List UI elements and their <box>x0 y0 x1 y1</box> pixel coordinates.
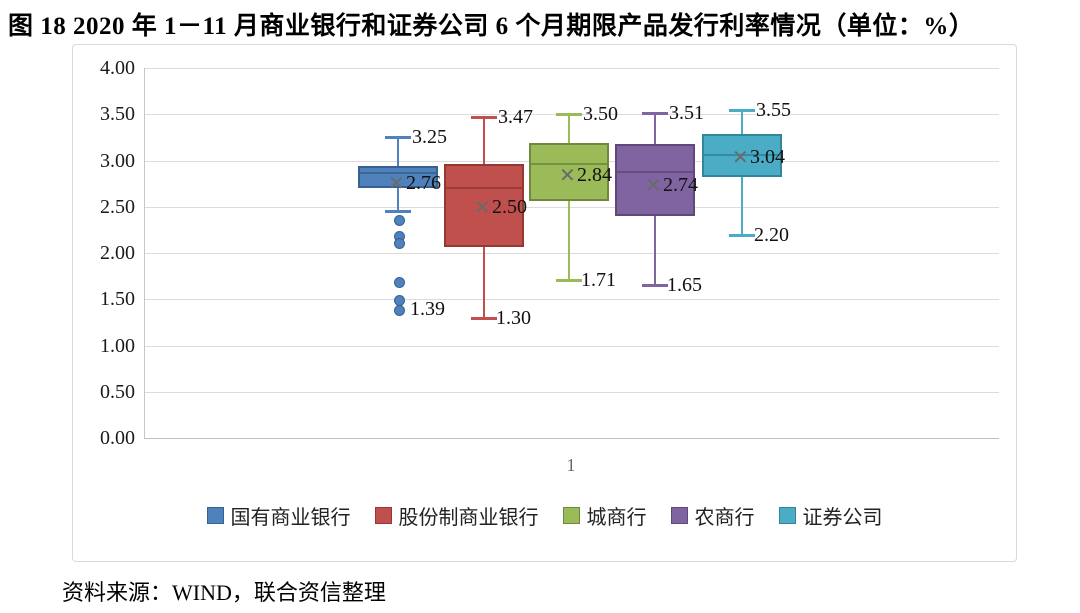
upper-whisker-line <box>568 114 570 143</box>
mean-value-label: 2.76 <box>406 171 441 194</box>
y-tick-label: 1.50 <box>100 288 135 311</box>
upper-whisker-line <box>741 109 743 134</box>
max-value-label: 3.50 <box>583 103 618 126</box>
lower-whisker-line <box>741 177 743 235</box>
max-value-label: 3.51 <box>669 102 704 125</box>
upper-whisker-line <box>397 137 399 167</box>
median-line <box>529 163 609 166</box>
median-line <box>702 153 782 156</box>
outlier-dot <box>393 238 405 250</box>
upper-whisker-cap <box>556 113 582 117</box>
legend-swatch <box>778 507 796 524</box>
y-tick-label: 0.50 <box>100 380 135 403</box>
min-value-label: 1.39 <box>410 298 445 321</box>
y-tick-label: 3.50 <box>100 103 135 126</box>
plot-area: ✕ 3.25 2.76 1.39 ✕ 3.47 2.50 1.30 ✕ 3.50 2.84 1.71 ✕… <box>144 68 999 439</box>
y-tick-label: 2.50 <box>100 195 135 218</box>
outlier-dot <box>393 215 405 227</box>
mean-value-label: 3.04 <box>750 145 785 168</box>
legend-item-5: 证券公司 <box>778 501 883 530</box>
lower-whisker-cap <box>471 316 497 320</box>
y-tick-label: 0.00 <box>100 427 135 449</box>
median-line <box>358 172 438 175</box>
mean-value-label: 2.74 <box>663 173 698 196</box>
min-value-label: 1.30 <box>496 306 531 329</box>
y-tick-label: 4.00 <box>100 57 135 79</box>
gridline <box>144 68 999 69</box>
upper-whisker-cap <box>471 116 497 120</box>
lower-whisker-cap <box>729 233 755 237</box>
min-value-label: 2.20 <box>754 223 789 246</box>
max-value-label: 3.55 <box>756 98 791 121</box>
mean-value-label: 2.50 <box>492 195 527 218</box>
upper-whisker-line <box>654 113 656 144</box>
gridline <box>144 345 999 347</box>
gridline <box>144 391 999 393</box>
y-tick-label: 3.00 <box>100 149 135 172</box>
legend-swatch <box>374 507 392 524</box>
legend-label: 股份制商业银行 <box>398 507 539 529</box>
legend-label: 证券公司 <box>802 507 883 529</box>
legend-item-1: 国有商业银行 <box>206 501 351 530</box>
gridline <box>144 206 999 208</box>
min-value-label: 1.71 <box>581 268 616 291</box>
box-3 <box>529 142 609 202</box>
mean-marker: ✕ <box>732 144 749 169</box>
y-axis-line <box>144 68 145 438</box>
box-1 <box>358 166 438 189</box>
mean-marker: ✕ <box>388 170 405 195</box>
legend: 国有商业银行 股份制商业银行 城商行 农商行 证券公司 <box>73 501 1016 530</box>
mean-marker: ✕ <box>474 194 491 219</box>
outlier-dot <box>393 304 405 316</box>
outlier-dot <box>393 277 405 289</box>
y-tick-label: 2.00 <box>100 242 135 264</box>
legend-swatch <box>206 507 224 524</box>
gridline <box>144 299 999 301</box>
lower-whisker-line <box>568 201 570 280</box>
upper-whisker-line <box>483 117 485 165</box>
upper-whisker-cap <box>642 112 668 116</box>
lower-whisker-line <box>397 188 399 212</box>
source-note: 资料来源：WIND，联合资信整理 <box>62 580 386 605</box>
x-axis-category-label: 1 <box>566 455 576 475</box>
min-value-label: 1.65 <box>667 274 702 297</box>
lower-whisker-cap <box>385 210 411 214</box>
lower-whisker-line <box>483 246 485 318</box>
lower-whisker-line <box>654 216 656 286</box>
gridline <box>144 253 999 254</box>
chart-container: 0.00 0.50 1.00 1.50 2.00 2.50 3.00 3.50 4.00 ✕ 3.… <box>72 44 1017 562</box>
legend-swatch <box>670 507 688 524</box>
median-line <box>615 170 695 173</box>
legend-label: 城商行 <box>586 507 647 529</box>
y-tick-label: 1.00 <box>100 334 135 357</box>
legend-label: 农商行 <box>694 507 755 529</box>
max-value-label: 3.47 <box>498 106 533 129</box>
lower-whisker-cap <box>556 278 582 282</box>
figure-title: 图 18 2020 年 1－11 月商业银行和证券公司 6 个月期限产品发行利率… <box>8 13 975 40</box>
box-2 <box>444 164 524 247</box>
lower-whisker-cap <box>642 284 668 288</box>
y-axis: 0.00 0.50 1.00 1.50 2.00 2.50 3.00 3.50 4.00 <box>75 57 135 449</box>
x-axis-line <box>144 438 999 439</box>
upper-whisker-cap <box>729 108 755 112</box>
upper-whisker-cap <box>385 136 411 140</box>
legend-label: 国有商业银行 <box>230 507 351 529</box>
mean-marker: ✕ <box>645 172 662 197</box>
mean-marker: ✕ <box>559 163 576 188</box>
median-line <box>444 187 524 190</box>
legend-swatch <box>562 507 580 524</box>
legend-item-3: 城商行 <box>562 501 647 530</box>
box-4 <box>615 143 695 216</box>
legend-item-2: 股份制商业银行 <box>374 501 539 530</box>
legend-item-4: 农商行 <box>670 501 755 530</box>
max-value-label: 3.25 <box>412 126 447 149</box>
mean-value-label: 2.84 <box>577 164 612 187</box>
